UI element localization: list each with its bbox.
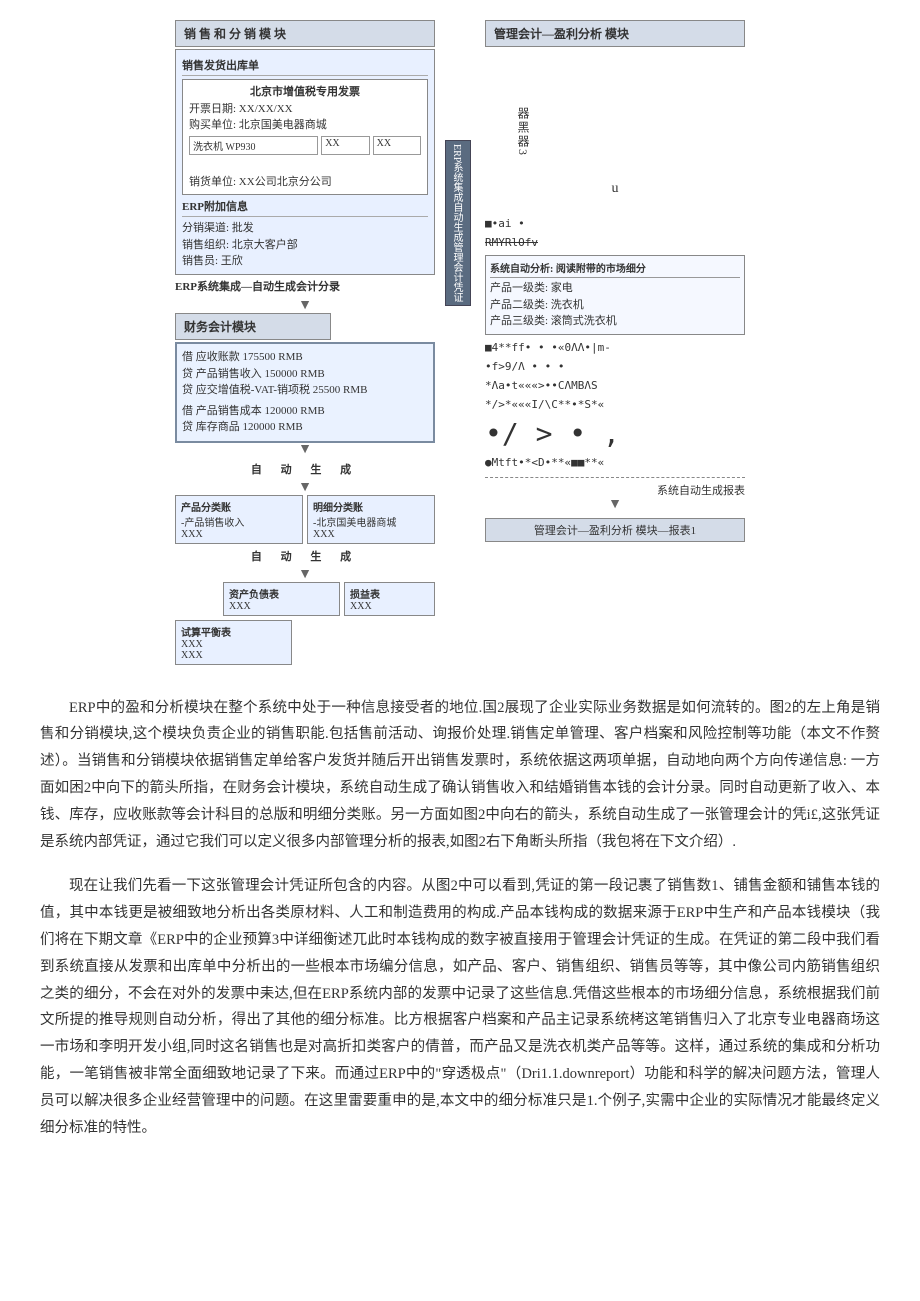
body-paragraph-2: 现在让我们先看一下这张管理会计凭证所包含的内容。从图2中可以看到,凭证的第一段记… — [40, 873, 880, 1141]
garbled-text-6: */>*«««I/\C**•*S*« — [485, 398, 745, 411]
balance-sheet-box: 资产负债表 XXX — [223, 582, 340, 616]
analysis-box: 系统自动分析: 阅读附带的市场细分 产品一级类: 家电 产品二级类: 洗衣机 产… — [485, 255, 745, 335]
garbled-text-3: ■4**ff• • •«0ΛΛ•|m- — [485, 341, 745, 354]
analysis-l2: 产品二级类: 洗衣机 — [490, 297, 740, 314]
invoice-seller: 销货单位: XX公司北京分公司 — [189, 174, 421, 191]
acc-line-5: 贷 库存商品 120000 RMB — [182, 419, 428, 436]
erp-attach-header: ERP附加信息 — [182, 198, 428, 217]
invoice-date: 开票日期: XX/XX/XX — [189, 101, 421, 118]
garbled-text-7: ●Mtft•*<D•**«■■**« — [485, 456, 745, 469]
right-column: 管理会计—盈利分析 模块 器黑器3 u ■•ai • RMYRlOfv 系统自动… — [485, 20, 745, 665]
pl2-header: 损益表 — [350, 586, 429, 601]
pl-header: 资产负债表 — [229, 586, 334, 601]
invoice-title: 北京市增值税专用发票 — [189, 84, 421, 101]
pl2-line: XXX — [350, 601, 429, 612]
right-u: u — [485, 181, 745, 197]
garbled-text-5: *Λa•t«««>••CΛMBΛS — [485, 379, 745, 392]
acc-line-2: 贷 产品销售收入 150000 RMB — [182, 366, 428, 383]
report-row-1: 资产负债表 XXX 损益表 XXX — [175, 582, 435, 616]
down-arrow-icon: ▼ — [175, 481, 435, 495]
garbled-text-1: ■•ai • — [485, 217, 745, 230]
down-arrow-icon: ▼ — [175, 443, 435, 457]
body-paragraph-1: ERP中的盈和分析模块在整个系统中处于一种信息接受者的地位.国2展现了企业实际业… — [40, 695, 880, 856]
garbled-big: •/ > • , — [485, 417, 745, 450]
auto-report-label: 系统自动生成报表 — [485, 477, 745, 498]
acc-line-3: 贷 应交增值税-VAT-销项税 25500 RMB — [182, 382, 428, 399]
down-arrow-icon: ▼ — [175, 299, 435, 313]
left-column: 销 售 和 分 销 模 块 销售发货出库单 北京市增值税专用发票 开票日期: X… — [175, 20, 435, 665]
sales-person: 销售员: 王欣 — [182, 253, 428, 270]
trial-balance-box: 试算平衡表 XXX XXX — [175, 620, 292, 665]
analysis-title: 系统自动分析: 阅读附带的市场细分 — [490, 260, 740, 278]
invoice-header: 销售发货出库单 — [182, 57, 428, 76]
mgmt-acc-bottom: 管理会计—盈利分析 模块—报表1 — [485, 518, 745, 542]
auto-gen-label: 自 动 生 成 — [175, 461, 435, 477]
invoice-buyer: 购买单位: 北京国美电器商城 — [189, 117, 421, 134]
detail-seg-line1: -北京国美电器商城 — [313, 514, 429, 529]
right-vert-label: 器黑器3 — [515, 107, 745, 161]
garbled-text-2: RMYRlOfv — [485, 236, 745, 249]
sales-org: 销售组织: 北京大客户部 — [182, 237, 428, 254]
analysis-l3: 产品三级类: 滚筒式洗衣机 — [490, 313, 740, 330]
trial-header: 试算平衡表 — [181, 624, 286, 639]
invoice-qty: XX — [321, 136, 369, 155]
finance-module-header: 财务会计模块 — [175, 313, 331, 340]
income-statement-box: 损益表 XXX — [344, 582, 435, 616]
erp-integration-label: ERP系统集成—自动生成会计分录 — [175, 279, 435, 296]
sales-module-header: 销 售 和 分 销 模 块 — [175, 20, 435, 47]
invoice-amt: XX — [373, 136, 421, 155]
report-row-2: 试算平衡表 XXX XXX — [175, 620, 435, 665]
connector-column: ERP系统集成自动生成管理会计凭证 — [445, 20, 475, 665]
product-ledger-box: 产品分类账 -产品销售收入 XXX — [175, 495, 303, 544]
down-arrow-icon: ▼ — [175, 568, 435, 582]
detail-seg-line2: XXX — [313, 529, 429, 540]
down-arrow-icon: ▼ — [485, 498, 745, 512]
invoice-box: 销售发货出库单 北京市增值税专用发票 开票日期: XX/XX/XX 购买单位: … — [175, 49, 435, 275]
acc-line-4: 借 产品销售成本 120000 RMB — [182, 403, 428, 420]
mgmt-acc-header: 管理会计—盈利分析 模块 — [485, 20, 745, 47]
ledger-row: 产品分类账 -产品销售收入 XXX 明细分类账 -北京国美电器商城 XXX — [175, 495, 435, 544]
prod-seg-line1: -产品销售收入 — [181, 514, 297, 529]
acc-line-1: 借 应收账款 175500 RMB — [182, 349, 428, 366]
accounting-entries: 借 应收账款 175500 RMB 贷 产品销售收入 150000 RMB 贷 … — [175, 342, 435, 443]
analysis-l1: 产品一级类: 家电 — [490, 280, 740, 297]
detail-ledger-box: 明细分类账 -北京国美电器商城 XXX — [307, 495, 435, 544]
erp-diagram: 销 售 和 分 销 模 块 销售发货出库单 北京市增值税专用发票 开票日期: X… — [40, 20, 880, 665]
side-connector-label: ERP系统集成自动生成管理会计凭证 — [445, 140, 471, 306]
trial-line1: XXX — [181, 639, 286, 650]
garbled-text-4: •f>9/Λ • • • — [485, 360, 745, 373]
prod-seg-line2: XXX — [181, 529, 297, 540]
dist-channel: 分销渠道: 批发 — [182, 220, 428, 237]
pl-line: XXX — [229, 601, 334, 612]
trial-line2: XXX — [181, 650, 286, 661]
auto-gen-label-2: 自 动 生 成 — [175, 548, 435, 564]
prod-seg-header: 产品分类账 — [181, 499, 297, 514]
detail-seg-header: 明细分类账 — [313, 499, 429, 514]
invoice-item: 洗衣机 WP930 — [189, 136, 318, 155]
